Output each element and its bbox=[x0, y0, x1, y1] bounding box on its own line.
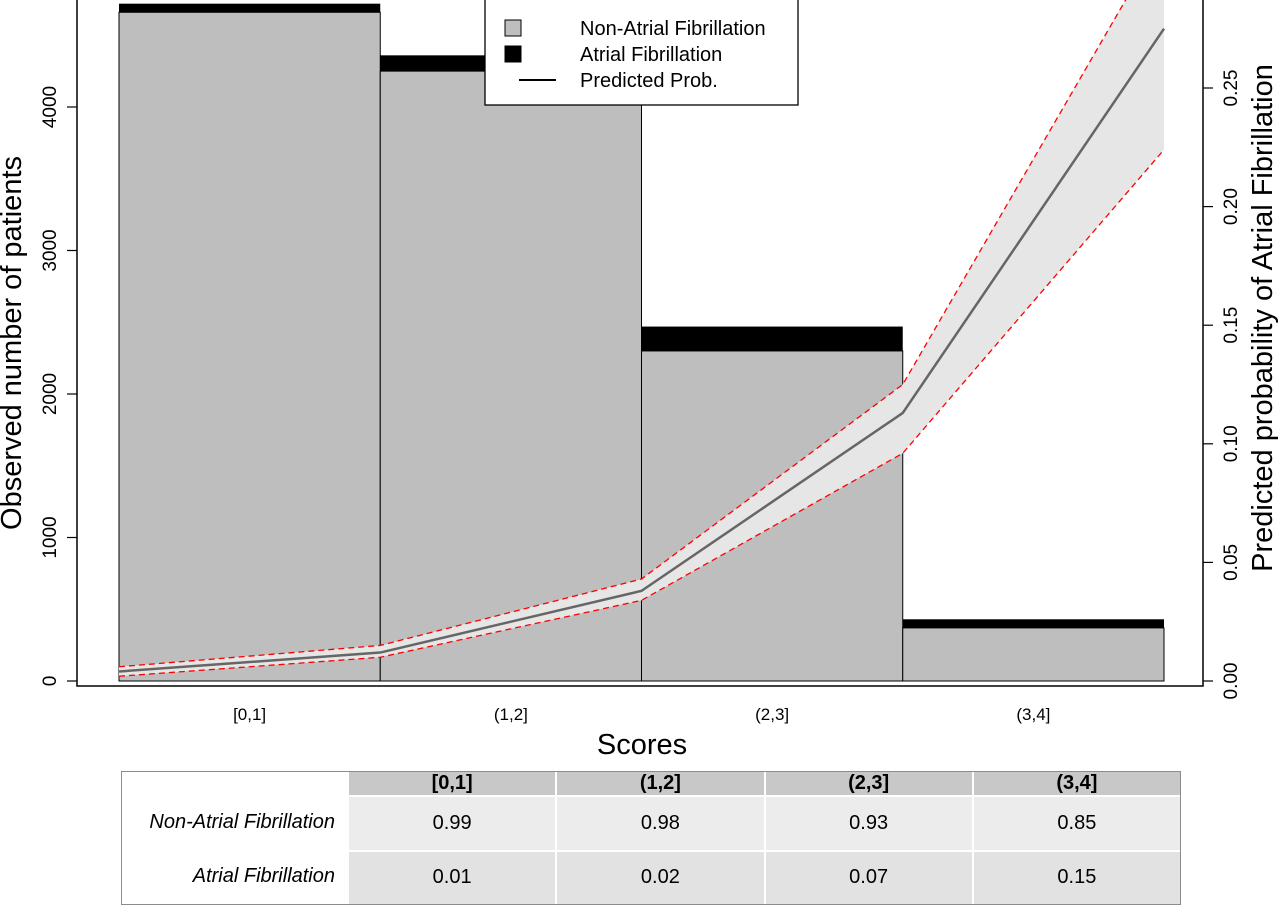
x-axis-title: Scores bbox=[597, 729, 687, 761]
legend-label: Predicted Prob. bbox=[580, 70, 718, 92]
table-header-cell: (3,4] bbox=[971, 772, 1180, 795]
y2-tick-label: 0.20 bbox=[1221, 188, 1242, 225]
y2-tick-label: 0.05 bbox=[1221, 544, 1242, 581]
x-category-label: (3,4] bbox=[1016, 705, 1050, 724]
chart: 0 1000 2000 3000 4000 0.00 0.05 0.10 0.15 0.20 0.2… bbox=[0, 0, 1279, 761]
y-tick-label: 2000 bbox=[40, 373, 61, 415]
table-header-row: [0,1] (1,2] (2,3] (3,4] bbox=[122, 772, 1180, 795]
table-cell: 0.01 bbox=[347, 849, 556, 904]
y-tick-label: 1000 bbox=[40, 516, 61, 558]
table-cell: 0.85 bbox=[971, 795, 1180, 850]
upper-ci-line bbox=[118, 0, 1127, 668]
bar-non-atrial-fibrillation bbox=[379, 70, 642, 682]
table-header-cell: (2,3] bbox=[763, 772, 972, 795]
axes-layer: 0 1000 2000 3000 4000 0.00 0.05 0.10 0.15 0.20 0.2… bbox=[40, 70, 1242, 724]
table-row-label: Non-Atrial Fibrillation bbox=[122, 795, 347, 850]
lower-ci-line bbox=[118, 149, 1165, 677]
bar-non-atrial-fibrillation bbox=[118, 11, 381, 682]
bar-non-atrial-fibrillation bbox=[902, 627, 1165, 682]
y-axis-title: Observed number of patients bbox=[0, 156, 28, 530]
prediction-lines-layer bbox=[118, 0, 1166, 677]
y2-tick-label: 0.25 bbox=[1221, 70, 1242, 107]
table-cell: 0.99 bbox=[347, 795, 556, 850]
table-row: Non-Atrial Fibrillation 0.99 0.98 0.93 0… bbox=[122, 795, 1180, 850]
legend-label: Atrial Fibrillation bbox=[580, 44, 722, 66]
proportion-table: [0,1] (1,2] (2,3] (3,4] Non-Atrial Fibri… bbox=[121, 771, 1181, 905]
y2-tick-label: 0.00 bbox=[1221, 663, 1242, 700]
table-row: Atrial Fibrillation 0.01 0.02 0.07 0.15 bbox=[122, 849, 1180, 904]
y-tick-label: 4000 bbox=[40, 86, 61, 128]
secondary-y-axis-title: Predicted probability of Atrial Fibrilla… bbox=[1247, 64, 1279, 572]
predicted-probability-line bbox=[118, 27, 1166, 673]
table-corner-cell bbox=[122, 772, 347, 795]
table-cell: 0.98 bbox=[555, 795, 764, 850]
legend: Non-Atrial Fibrillation Atrial Fibrillati… bbox=[484, 0, 799, 106]
legend-swatch bbox=[504, 19, 522, 37]
plot-frame bbox=[76, 0, 1204, 687]
x-category-label: (2,3] bbox=[755, 705, 789, 724]
proportion-table-grid: [0,1] (1,2] (2,3] (3,4] Non-Atrial Fibri… bbox=[122, 772, 1180, 904]
table-cell: 0.15 bbox=[971, 849, 1180, 904]
legend-swatch bbox=[504, 45, 522, 63]
table-cell: 0.02 bbox=[555, 849, 764, 904]
bars-layer bbox=[118, 3, 1165, 682]
table-header-cell: (1,2] bbox=[555, 772, 764, 795]
y2-tick-label: 0.15 bbox=[1221, 307, 1242, 344]
y-tick-label: 3000 bbox=[40, 229, 61, 271]
table-header-cell: [0,1] bbox=[347, 772, 556, 795]
plot-border bbox=[76, 0, 1204, 687]
table-cell: 0.93 bbox=[763, 795, 972, 850]
x-category-label: (1,2] bbox=[494, 705, 528, 724]
y2-tick-label: 0.10 bbox=[1221, 425, 1242, 462]
x-category-label: [0,1] bbox=[233, 705, 266, 724]
legend-box bbox=[484, 0, 799, 106]
table-row-label: Atrial Fibrillation bbox=[122, 849, 347, 904]
y-tick-label: 0 bbox=[40, 676, 61, 687]
table-cell: 0.07 bbox=[763, 849, 972, 904]
legend-label: Non-Atrial Fibrillation bbox=[580, 18, 766, 40]
